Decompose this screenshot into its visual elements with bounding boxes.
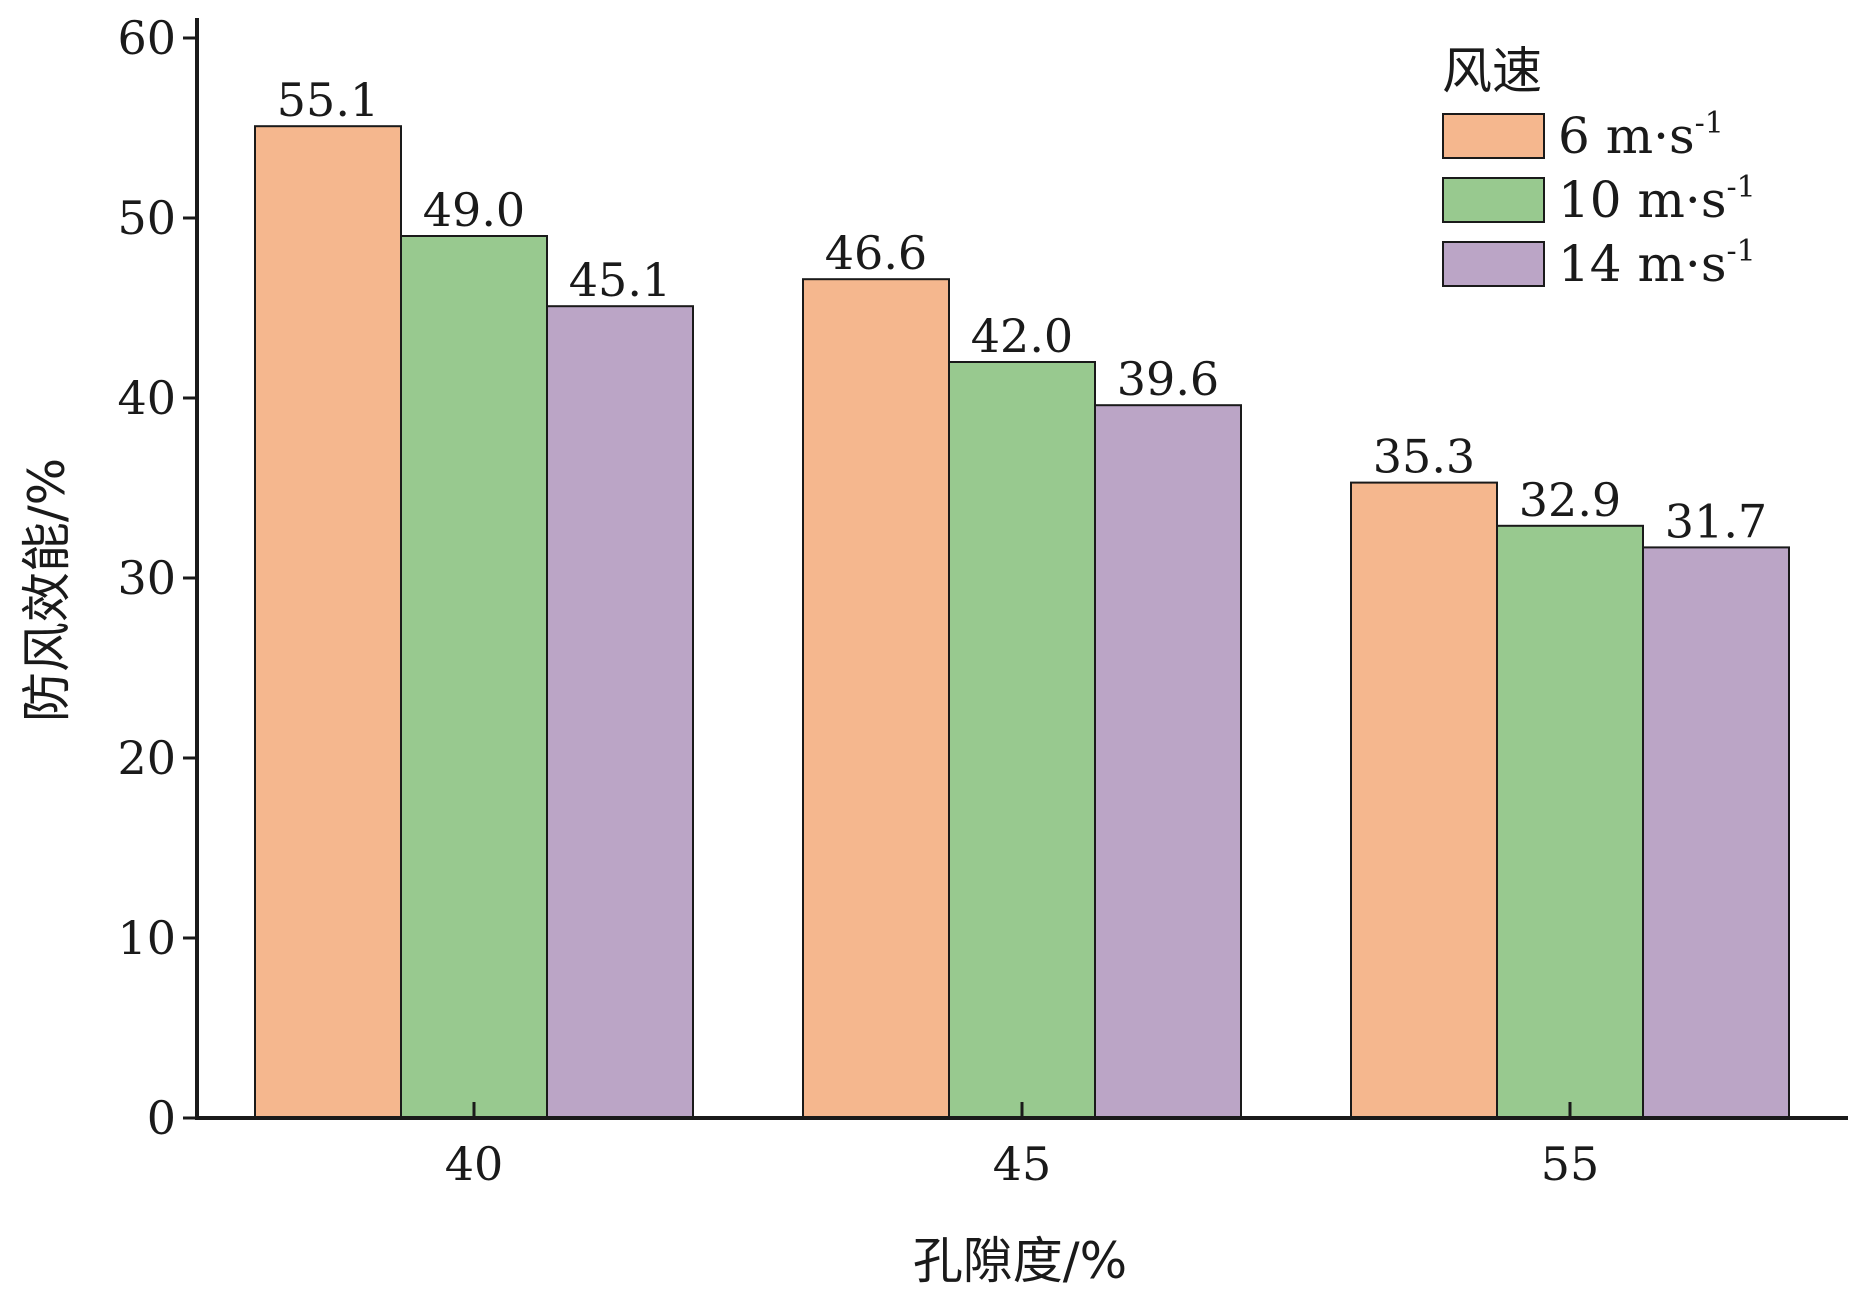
- bars-layer: [254, 125, 1790, 1120]
- legend-swatch: [1442, 177, 1545, 223]
- y-tick-label: 0: [147, 1091, 176, 1145]
- bar-55-series-2: [1496, 524, 1644, 1119]
- x-axis-title: 孔隙度/%: [913, 1232, 1127, 1290]
- data-label: 55.1: [277, 73, 379, 127]
- legend-title: 风速: [1442, 42, 1542, 100]
- data-label: 31.7: [1665, 494, 1767, 548]
- legend-swatch: [1442, 113, 1545, 159]
- data-label: 49.0: [423, 183, 525, 237]
- data-label: 45.1: [569, 253, 671, 307]
- legend-swatch: [1442, 241, 1545, 287]
- y-tick-label: 50: [117, 191, 176, 245]
- x-tick-label: 40: [445, 1137, 504, 1191]
- bar-45-series-3: [1094, 404, 1242, 1119]
- bar-45-series-2: [948, 361, 1096, 1119]
- x-axis-ticks: 40 45 55: [445, 1102, 1600, 1191]
- data-label: 32.9: [1519, 473, 1621, 527]
- bar-55-series-1: [1350, 481, 1498, 1120]
- legend-label: 14 m·s-1: [1558, 234, 1756, 293]
- y-tick-label: 40: [117, 371, 176, 425]
- data-label: 39.6: [1117, 352, 1219, 406]
- data-label: 46.6: [825, 226, 927, 280]
- data-label: 42.0: [971, 309, 1073, 363]
- legend-label: 6 m·s-1: [1558, 106, 1724, 165]
- bar-labels-layer: 55.1 49.0 45.1 46.6 42.0 39.6 35.3 32.9 31.7: [277, 73, 1767, 548]
- y-tick-label: 30: [117, 551, 176, 605]
- y-axis-ticks: 0 10 20 30 40 50 60: [117, 11, 197, 1145]
- legend-label: 10 m·s-1: [1558, 170, 1756, 229]
- bar-45-series-1: [802, 278, 950, 1119]
- bar-40-series-1: [254, 125, 402, 1119]
- legend: 风速 6 m·s-110 m·s-114 m·s-1: [1442, 42, 1756, 293]
- y-tick-label: 10: [117, 911, 176, 965]
- x-tick-label: 55: [1541, 1137, 1600, 1191]
- y-axis-title: 防风效能/%: [18, 458, 76, 722]
- data-label: 35.3: [1373, 430, 1475, 484]
- bar-55-series-3: [1642, 546, 1790, 1119]
- y-tick-label: 60: [117, 11, 176, 65]
- x-tick-label: 45: [993, 1137, 1052, 1191]
- bar-40-series-3: [546, 305, 694, 1119]
- bar-40-series-2: [400, 235, 548, 1119]
- y-tick-label: 20: [117, 731, 176, 785]
